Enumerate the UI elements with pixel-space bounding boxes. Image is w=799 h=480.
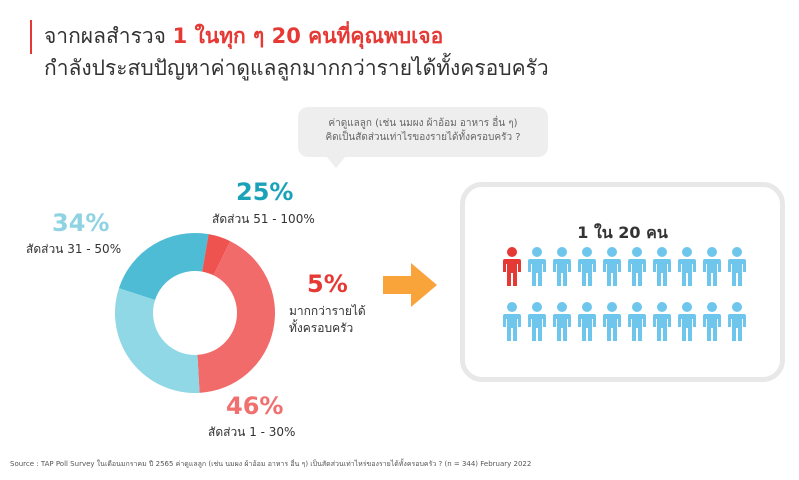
person-icon xyxy=(553,302,571,341)
label-text-31-50: สัดส่วน 31 - 50% xyxy=(26,242,122,256)
label-text-over-income-1: มากกว่ารายได้ xyxy=(289,304,366,318)
page-title-line2: กำลังประสบปัญหาค่าดูแลลูกมากกว่ารายได้ทั… xyxy=(44,56,549,80)
label-pct-51-100: 25% xyxy=(236,178,294,206)
person-icon xyxy=(728,302,746,341)
person-icon xyxy=(653,247,671,286)
label-pct-1-30: 46% xyxy=(226,392,284,420)
people-icon-grid xyxy=(503,247,746,341)
person-icon xyxy=(578,247,596,286)
title-prefix: จากผลสำรวจ xyxy=(44,24,173,48)
person-icon xyxy=(553,247,571,286)
bubble-tail xyxy=(326,156,346,168)
person-icon xyxy=(603,302,621,341)
bubble-line2: คิดเป็นสัดส่วนเท่าไรของรายได้ทั้งครอบครั… xyxy=(325,132,521,143)
person-icon xyxy=(703,247,721,286)
label-text-1-30: สัดส่วน 1 - 30% xyxy=(208,425,296,439)
person-icon-highlighted xyxy=(503,247,521,286)
title-accent-bar xyxy=(30,20,32,54)
person-icon xyxy=(503,302,521,341)
donut-slice-1 xyxy=(202,234,231,276)
source-note: Source : TAP Poll Survey ในเดือนมกราคม ป… xyxy=(10,460,532,468)
donut-slice-3 xyxy=(115,288,200,393)
person-icon xyxy=(653,302,671,341)
label-text-over-income-2: ทั้งครอบครัว xyxy=(289,321,354,335)
person-icon xyxy=(678,247,696,286)
person-icon xyxy=(528,247,546,286)
person-icon xyxy=(728,247,746,286)
person-icon xyxy=(628,302,646,341)
label-pct-over-income: 5% xyxy=(307,270,348,298)
panel-title: 1 ใน 20 คน xyxy=(577,223,668,242)
label-text-51-100: สัดส่วน 51 - 100% xyxy=(212,212,315,226)
person-icon xyxy=(528,302,546,341)
person-icon xyxy=(628,247,646,286)
person-icon xyxy=(703,302,721,341)
person-icon xyxy=(578,302,596,341)
title-highlight: 1 ในทุก ๆ 20 คนที่คุณพบเจอ xyxy=(172,24,444,48)
donut-slice-0 xyxy=(118,233,209,301)
bubble-line1: ค่าดูแลลูก (เช่น นมผง ผ้าอ้อม อาหาร อื่น… xyxy=(328,118,518,129)
person-icon xyxy=(603,247,621,286)
label-pct-31-50: 34% xyxy=(52,209,110,237)
arrow-right-icon xyxy=(383,263,437,307)
donut-chart xyxy=(115,233,275,393)
person-icon xyxy=(678,302,696,341)
page-title-line1: จากผลสำรวจ 1 ในทุก ๆ 20 คนที่คุณพบเจอ xyxy=(44,20,443,53)
question-bubble: ค่าดูแลลูก (เช่น นมผง ผ้าอ้อม อาหาร อื่น… xyxy=(298,107,548,157)
donut-slice-2 xyxy=(197,241,275,393)
